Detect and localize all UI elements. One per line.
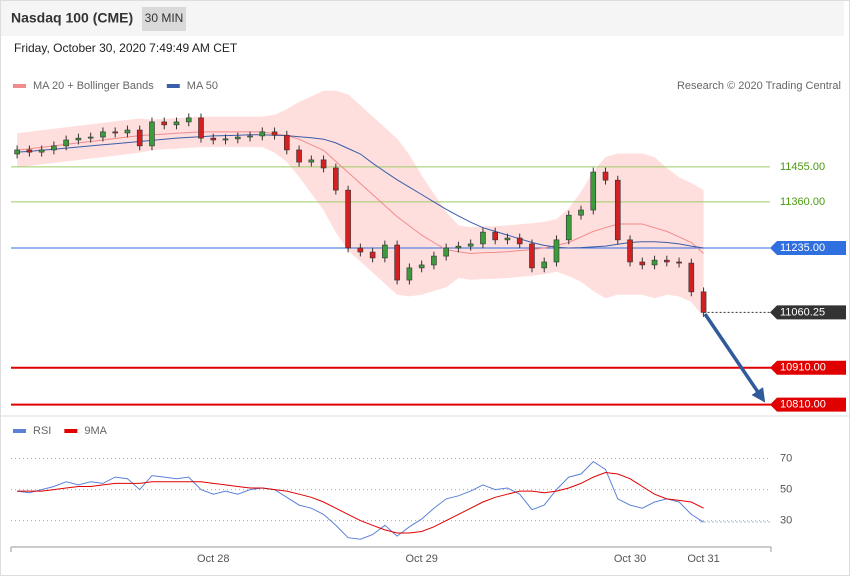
level-box — [770, 397, 846, 412]
candle-body — [418, 264, 425, 269]
candle-body — [676, 261, 682, 264]
candle-body — [247, 135, 253, 138]
candle-body — [75, 137, 82, 141]
candle-body — [345, 189, 351, 249]
candle-body — [234, 136, 241, 140]
candle-body — [185, 117, 192, 123]
candle-body — [369, 251, 376, 259]
candle-body — [553, 239, 560, 263]
candle-body — [565, 214, 572, 241]
candle-body — [443, 247, 449, 257]
candle-body — [320, 159, 327, 169]
x-tick-label: Oct 28 — [197, 553, 229, 565]
candle-body — [382, 244, 388, 259]
candle-body — [516, 237, 523, 245]
candle-body — [627, 239, 633, 263]
candle-body — [480, 231, 486, 245]
candle-body — [112, 131, 118, 134]
candle-body — [455, 245, 462, 249]
candle-body — [210, 137, 217, 141]
legend-label: MA 20 + Bollinger Bands — [33, 80, 154, 92]
y-tick-label: 70 — [780, 452, 792, 464]
x-tick-label: Oct 30 — [614, 553, 646, 565]
candle-body — [100, 131, 106, 138]
x-tick-label: Oct 29 — [405, 553, 437, 565]
candle-body — [541, 261, 548, 269]
rsi-line — [17, 471, 704, 534]
moving-average — [17, 131, 704, 255]
chart-layer: 11455.00 11360.00 11235.00 11060.25 10910.00… — [11, 80, 846, 565]
rsi-line — [17, 460, 704, 540]
y-tick-label: 30 — [780, 515, 792, 527]
level-label: 11455.00 — [780, 161, 825, 173]
legend-swatch — [13, 84, 26, 88]
legend-label: RSI — [33, 425, 51, 437]
candle-body — [26, 149, 33, 153]
header-bar — [1, 1, 844, 36]
candle-body — [63, 139, 69, 147]
candle-body — [161, 121, 168, 126]
bollinger-lower — [17, 146, 704, 317]
candle-body — [136, 129, 143, 147]
candle-body — [688, 262, 695, 293]
level-label: 11060.25 — [780, 306, 825, 318]
level-box — [770, 305, 846, 320]
candle-body — [529, 243, 535, 269]
candle-body — [614, 179, 621, 241]
candle-body — [14, 149, 20, 155]
candle-body — [394, 244, 400, 281]
candle-body — [590, 171, 597, 211]
candle-body — [259, 131, 266, 137]
candle-body — [222, 138, 229, 141]
candle-body — [308, 159, 315, 163]
candle-body — [296, 149, 302, 163]
legend-swatch — [166, 84, 180, 88]
candle-body — [149, 121, 155, 147]
moving-average — [17, 134, 704, 249]
level-label: 11360.00 — [780, 196, 825, 208]
candle-body — [467, 243, 474, 247]
candle-body — [333, 167, 339, 191]
level-label: 10810.00 — [780, 399, 826, 411]
candle-body — [51, 145, 57, 151]
candle-body — [357, 247, 364, 253]
timeframe-button[interactable] — [142, 7, 186, 31]
level-box — [770, 360, 846, 375]
y-tick-label: 50 — [780, 483, 792, 495]
candle-body — [173, 121, 180, 126]
candle-body — [124, 129, 131, 134]
candle-body — [492, 231, 498, 241]
candle-body — [87, 136, 94, 139]
candle-body — [700, 291, 707, 313]
candle-body — [602, 171, 609, 181]
x-tick-label: Oct 31 — [687, 553, 719, 565]
candle-body — [664, 259, 670, 263]
candle-body — [431, 255, 437, 266]
date: Friday, October 30, 2020 7:49:49 AM CET — [14, 41, 238, 55]
candle-body — [504, 237, 511, 241]
level-label: 10910.00 — [780, 362, 826, 374]
candle-body — [406, 267, 413, 281]
candle-body — [639, 261, 646, 266]
candle-body — [38, 149, 45, 153]
timeframe-label[interactable]: 30 MIN — [145, 11, 184, 25]
candle-body — [284, 134, 290, 151]
candle-body — [651, 259, 658, 266]
bollinger-upper — [17, 90, 704, 229]
candle-body — [578, 209, 584, 216]
source-note: Research © 2020 Trading Central — [677, 80, 841, 92]
forecast-arrow — [703, 313, 766, 403]
legend-swatch — [64, 429, 78, 433]
legend-label: 9MA — [84, 425, 107, 437]
level-box — [770, 240, 846, 255]
legend-label: MA 50 — [187, 80, 218, 92]
candle-body — [198, 117, 204, 139]
legend-swatch — [13, 429, 26, 433]
level-label: 11235.00 — [780, 242, 825, 254]
candle-body — [271, 131, 278, 136]
instrument-title: Nasdaq 100 (CME) — [11, 10, 133, 26]
